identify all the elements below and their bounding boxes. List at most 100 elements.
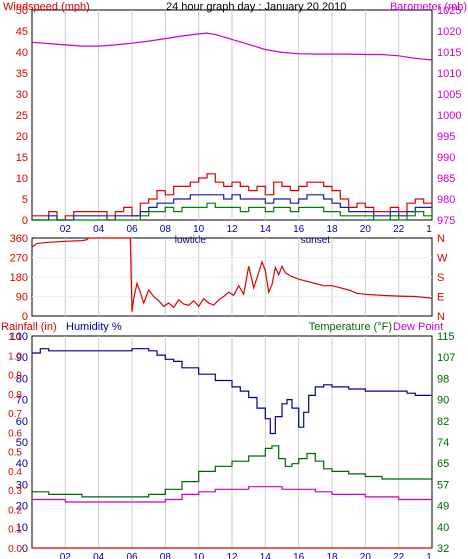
x-tick-label: 18	[326, 224, 338, 235]
humidity-tick-label: 90	[16, 352, 28, 364]
x-tick-label: 14	[260, 224, 272, 235]
temperature-tick-label: 107	[437, 352, 455, 364]
barometer-tick-label: 1025	[437, 5, 461, 17]
x-tick-label: 04	[93, 552, 105, 559]
x-tick-label: 22	[393, 552, 405, 559]
windspeed-low-line	[32, 202, 432, 221]
direction-tick-label: 360	[10, 233, 28, 245]
temperature-tick-label: 74	[437, 437, 449, 449]
rainfall-tick-label: 0.5	[8, 448, 22, 459]
humidity-ylabel: Humidity %	[66, 321, 122, 333]
barometer-tick-label: 995	[437, 131, 455, 143]
humidity-tick-label: 60	[16, 416, 28, 428]
humidity-line	[32, 348, 432, 435]
direction-tick-label: 0	[22, 311, 28, 323]
compass-label: N	[437, 311, 445, 323]
temperature-tick-label: 90	[437, 395, 449, 407]
wind-tick-label: 45	[16, 26, 28, 38]
barometer-tick-label: 1020	[437, 26, 461, 38]
x-tick-label: 12	[226, 552, 238, 559]
wind-tick-label: 40	[16, 47, 28, 59]
rainfall-tick-label: 0.0	[8, 544, 22, 555]
temp-series	[32, 348, 432, 549]
x-tick-label: 12	[226, 224, 238, 235]
x-marker-label: sunset	[301, 235, 331, 246]
humidity-tick-label: 30	[16, 479, 28, 491]
x-tick-label: 02	[60, 552, 72, 559]
x-marker-label: lowtide	[175, 235, 207, 246]
temp-plot-grid	[64, 336, 400, 548]
x-tick-label: 02	[60, 224, 72, 235]
x-tick-label: 04	[93, 224, 105, 235]
humidity-tick-label: 10	[16, 522, 28, 534]
x-tick-label: 08	[160, 224, 172, 235]
dewpoint-line	[32, 486, 432, 503]
wind-yticks: 0 5 10 15 20 25 30 35 40 45 50	[16, 5, 28, 227]
wind-tide-sun-markers: lowtide sunset	[175, 235, 331, 246]
x-tick-label: 10	[193, 224, 205, 235]
dewpoint-ylabel: Dew Point	[393, 321, 443, 333]
humidity-tick-label: 0	[22, 543, 28, 555]
humidity-tick-label: 100	[10, 331, 28, 343]
rainfall-tick-label: 0.4	[8, 467, 22, 478]
direction-plot-grid	[32, 238, 432, 316]
wind-series	[31, 32, 433, 221]
temperature-tick-label: 115	[437, 331, 455, 343]
rainfall-ylabel: Rainfall (in)	[1, 321, 57, 333]
x-tick-label: 1	[426, 224, 432, 235]
wind-tick-label: 20	[16, 131, 28, 143]
x-tick-label: 18	[326, 552, 338, 559]
x-tick-label: 14	[260, 552, 272, 559]
compass-label: W	[437, 253, 448, 265]
wind-plot-grid	[64, 10, 400, 220]
x-tick-label: 06	[126, 552, 138, 559]
humidity-tick-label: 20	[16, 501, 28, 513]
barometer-ylabel: Barometer (mb)	[390, 1, 467, 13]
barometer-tick-label: 985	[437, 173, 455, 185]
wind-tick-label: 10	[16, 173, 28, 185]
humidity-tick-label: 50	[16, 437, 28, 449]
wind-tick-label: 35	[16, 68, 28, 80]
wind-barometer-panel: Windspeed (mph) 24 hour graph day : Janu…	[3, 1, 467, 246]
rainfall-tick-label: 0.7	[8, 409, 22, 420]
barometer-tick-label: 1010	[437, 68, 461, 80]
wind-tick-label: 50	[16, 5, 28, 17]
rainfall-tick-label: 0.3	[8, 486, 22, 497]
temp-humidity-panel: Rainfall (in) Humidity % Temperature (°F…	[1, 321, 455, 559]
x-tick-label: 06	[126, 224, 138, 235]
temperature-tick-label: 98	[437, 373, 449, 385]
rainfall-tick-label: 1.1	[8, 332, 22, 343]
temperature-tick-label: 32	[437, 543, 449, 555]
compass-label: S	[437, 272, 444, 284]
barometer-tick-label: 1015	[437, 47, 461, 59]
barometer-yticks: 975 980 985 990 995 1000 1005 1010 1015 1020 1025	[437, 5, 461, 227]
wind-tick-label: 15	[16, 152, 28, 164]
x-tick-label: 16	[293, 224, 305, 235]
temperature-yticks: 32 40 49 57 65 74 82 90 98 107 115	[437, 331, 455, 555]
temperature-line	[32, 445, 432, 498]
wind-tick-label: 30	[16, 89, 28, 101]
barometer-tick-label: 1000	[437, 110, 461, 122]
x-tick-label: 20	[360, 224, 372, 235]
x-tick-label: 22	[393, 224, 405, 235]
rainfall-tick-label: 0.1	[8, 525, 22, 536]
barometer-tick-label: 990	[437, 152, 455, 164]
temp-xticks: 02 04 06 08 10 12 14 16 18 20 22 1	[60, 552, 432, 559]
direction-tick-label: 90	[16, 292, 28, 304]
humidity-yticks: 0 10 20 30 40 50 60 70 80 90 100	[10, 331, 28, 555]
barometer-line	[31, 32, 433, 61]
wind-tick-label: 25	[16, 110, 28, 122]
temperature-ylabel: Temperature (°F)	[309, 321, 392, 333]
wind-tick-label: 0	[22, 215, 28, 227]
compass-label: N	[437, 233, 445, 245]
barometer-tick-label: 980	[437, 194, 455, 206]
windspeed-gust-line	[32, 173, 432, 221]
x-tick-label: 16	[293, 552, 305, 559]
wind-tick-label: 5	[22, 194, 28, 206]
wind-xticks: 02 04 06 08 10 12 14 16 18 20 22 1	[60, 224, 432, 235]
barometer-tick-label: 975	[437, 215, 455, 227]
direction-series	[31, 237, 433, 312]
